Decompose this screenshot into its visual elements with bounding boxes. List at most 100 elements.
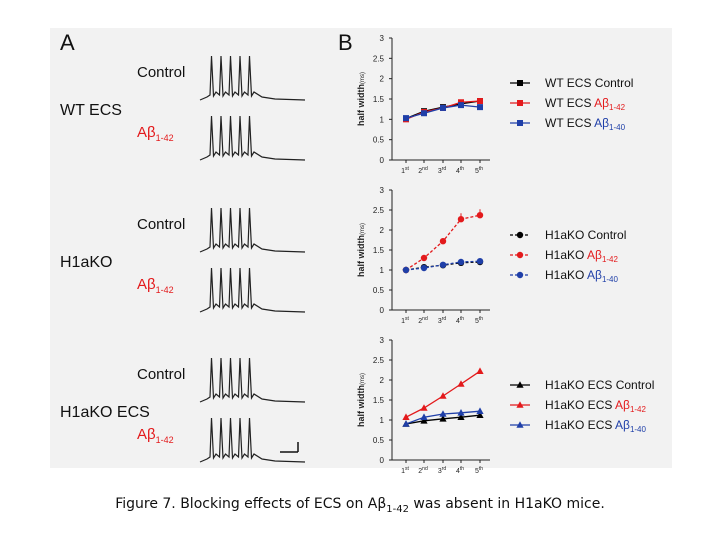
legend-marker [517, 120, 523, 126]
legend-label-main: WT ECS Control [545, 76, 633, 90]
x-tick-label-suffix: st [405, 316, 410, 322]
y-tick-label-3: 1.5 [373, 95, 385, 104]
x-tick-label-2: 3rd [438, 466, 447, 475]
data-point-2-1-0 [402, 413, 410, 420]
x-tick-label-4: 5th [475, 466, 483, 475]
group-label-1-main: H1aKO [60, 254, 112, 271]
y-tick-label-5: 2.5 [373, 54, 385, 63]
legend-label-main: H1aKO [545, 248, 587, 262]
x-tick-label-num: 1 [401, 318, 405, 325]
y-axis-label-main: half width [356, 385, 366, 427]
legend-item-1-0: H1aKO Control [510, 228, 626, 242]
legend-label: H1aKO ECS Control [545, 378, 654, 392]
data-point-2-2-3 [457, 409, 465, 416]
x-tick-label-1: 2nd [418, 166, 428, 175]
data-point-2-2-2 [439, 410, 447, 417]
legend-item-2-0: H1aKO ECS Control [510, 378, 654, 392]
y-tick-label-1: 0.5 [373, 436, 385, 445]
y-tick-label-3: 1.5 [373, 246, 385, 255]
group-label-0-main: WT ECS [60, 102, 122, 119]
legend-marker [517, 80, 523, 86]
y-tick-label-4: 2 [380, 75, 385, 84]
panel-a-traces: WT ECSControlAβ1-42H1aKOControlAβ1-42H1a… [60, 55, 306, 463]
x-tick-label-2: 3rd [438, 166, 447, 175]
group-label-2-main: H1aKO ECS [60, 404, 150, 421]
x-tick-label-suffix: st [405, 166, 410, 172]
y-tick-label-6: 3 [380, 336, 385, 345]
legend-marker [516, 381, 524, 388]
legend-label: H1aKO ECS Aβ1-42 [545, 398, 647, 414]
trace-label-2-1: Aβ1-42 [137, 426, 174, 445]
legend-item-1-2: H1aKO Aβ1-40 [510, 268, 619, 284]
y-tick-label-3: 1.5 [373, 396, 385, 405]
x-tick-label-num: 1 [401, 468, 405, 475]
data-point-0-2-2 [440, 104, 446, 111]
trace-label-1-1: Aβ1-42 [137, 276, 174, 295]
trace-label-0-1-sub: 1-42 [156, 133, 174, 143]
y-axis-label-main: half width [356, 235, 366, 277]
x-tick-label-num: 1 [401, 168, 405, 175]
trace-2-1 [199, 417, 306, 463]
legend-label-main: H1aKO [545, 268, 587, 282]
legend-marker [516, 251, 524, 259]
legend-label-ab: Aβ [615, 398, 630, 412]
legend-label-main: H1aKO ECS [545, 418, 615, 432]
y-axis-label-unit: (ms) [360, 373, 366, 385]
data-point-1-2-1 [420, 264, 428, 272]
x-tick-label-1: 2nd [418, 316, 428, 325]
x-tick-label-2: 3rd [438, 316, 447, 325]
data-point-2-0-3 [457, 413, 465, 420]
legend-marker [516, 231, 524, 239]
x-tick-label-num: 5 [475, 468, 479, 475]
trace-0-0 [199, 55, 306, 101]
panel-b-label: B [338, 30, 353, 55]
x-tick-label-suffix: nd [422, 316, 428, 322]
caption-subscript: 1-42 [386, 503, 409, 515]
y-tick-label-1: 0.5 [373, 136, 385, 145]
data-point-2-1-4 [476, 367, 484, 374]
y-tick-label-4: 2 [380, 226, 385, 235]
x-tick-label-num: 4 [456, 318, 460, 325]
x-tick-label-suffix: rd [442, 316, 447, 322]
legend-label-sub: 1-42 [630, 405, 647, 414]
group-label-0: WT ECS [60, 102, 122, 119]
data-point-2-1-1 [420, 404, 428, 411]
trace-label-0-0-main: Control [137, 64, 185, 81]
trace-label-2-1-main: Aβ [137, 426, 156, 443]
trace-1-0 [199, 207, 306, 253]
trace-label-1-0: Control [137, 216, 185, 233]
legend-marker [516, 401, 524, 408]
data-point-1-2-2 [439, 261, 447, 268]
x-tick-label-4: 5th [475, 166, 483, 175]
legend-label-sub: 1-42 [609, 103, 626, 112]
trace-label-0-0: Control [137, 64, 185, 81]
legend-label-sub: 1-40 [602, 275, 619, 284]
y-tick-label-0: 0 [380, 456, 385, 465]
x-tick-label-num: 2 [418, 468, 422, 475]
x-tick-label-num: 5 [475, 168, 479, 175]
legend-item-0-0: WT ECS Control [510, 76, 633, 90]
y-tick-label-0: 0 [380, 306, 385, 315]
trace-label-2-1-sub: 1-42 [156, 435, 174, 445]
data-point-2-0-1 [420, 417, 428, 424]
y-tick-label-2: 1 [380, 266, 385, 275]
x-tick-label-0: 1st [401, 166, 409, 175]
panel-a-label: A [60, 30, 75, 55]
y-axis-label: half width(ms) [356, 223, 366, 277]
x-tick-label-suffix: nd [422, 166, 428, 172]
data-point-2-2-4 [476, 407, 484, 414]
x-tick-label-suffix: th [460, 166, 464, 172]
data-point-1-2-4 [476, 258, 484, 265]
trace-label-2-0: Control [137, 366, 185, 383]
data-point-0-2-4 [477, 104, 483, 111]
x-tick-label-suffix: th [479, 166, 483, 172]
data-point-2-0-2 [439, 415, 447, 422]
x-tick-label-num: 3 [438, 168, 442, 175]
x-tick-label-suffix: th [479, 316, 483, 322]
caption-text: Figure 7. Blocking effects of ECS on Aβ [115, 496, 387, 512]
legend-label-ab: Aβ [615, 418, 630, 432]
legend-item-0-2: WT ECS Aβ1-40 [510, 116, 626, 132]
legend-item-2-1: H1aKO ECS Aβ1-42 [510, 398, 647, 414]
data-point-0-2-1 [421, 110, 427, 117]
data-point-2-1-2 [439, 392, 447, 399]
